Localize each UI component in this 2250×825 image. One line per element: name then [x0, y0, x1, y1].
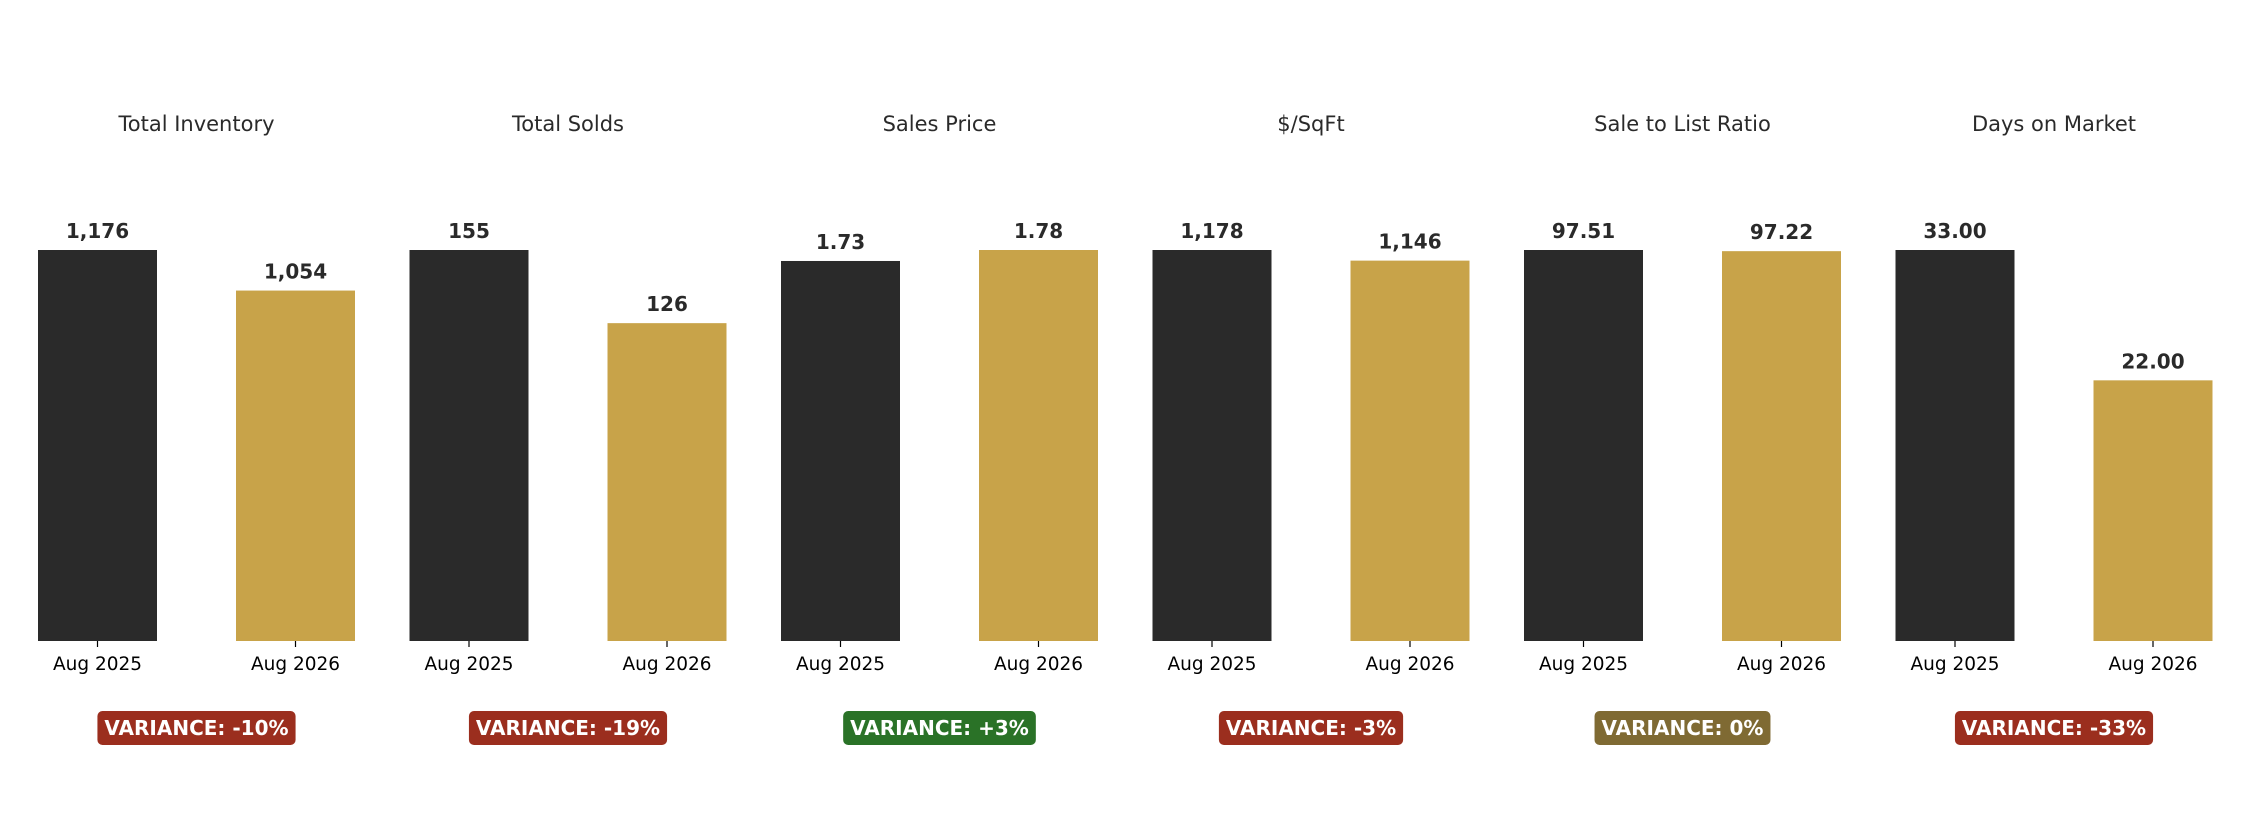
bar-2025 — [1152, 250, 1272, 641]
variance-label: VARIANCE: -10% — [104, 716, 288, 740]
panel-title: Days on Market — [1972, 112, 2136, 136]
bar-2026 — [979, 250, 1098, 641]
variance-label: VARIANCE: -19% — [476, 716, 660, 740]
bar-2026 — [2093, 380, 2213, 641]
x-tick-label: Aug 2025 — [1539, 654, 1628, 675]
bar-value-label: 33.00 — [1923, 219, 1986, 243]
x-tick-label: Aug 2025 — [53, 654, 142, 675]
bar-value-label: 97.22 — [1750, 220, 1813, 244]
bar-2025 — [409, 250, 529, 641]
variance-label: VARIANCE: -3% — [1226, 716, 1396, 740]
bar-value-label: 1,054 — [264, 260, 327, 284]
variance-label: VARIANCE: +3% — [850, 716, 1029, 740]
bar-value-label: 126 — [646, 292, 688, 316]
bar-2026 — [607, 323, 727, 641]
x-tick-label: Aug 2026 — [622, 654, 711, 675]
x-tick-label: Aug 2026 — [251, 654, 340, 675]
x-tick-label: Aug 2026 — [1737, 654, 1826, 675]
bar-2026 — [1350, 260, 1470, 641]
x-tick-label: Aug 2025 — [796, 654, 885, 675]
variance-badge — [97, 711, 296, 745]
bar-2026 — [1722, 251, 1841, 642]
bar-value-label: 1,146 — [1378, 230, 1441, 254]
bar-2025 — [38, 250, 157, 641]
x-tick-label: Aug 2025 — [424, 654, 513, 675]
bar-value-label: 1.73 — [816, 230, 865, 254]
panel-title: Total Inventory — [117, 112, 274, 136]
variance-badge — [843, 711, 1036, 745]
x-tick-label: Aug 2025 — [1910, 654, 1999, 675]
variance-label: VARIANCE: 0% — [1602, 716, 1764, 740]
bar-value-label: 1,178 — [1180, 219, 1243, 243]
variance-label: VARIANCE: -33% — [1962, 716, 2146, 740]
bar-2025 — [1524, 250, 1643, 641]
panel-title: Sale to List Ratio — [1594, 112, 1771, 136]
panel-title: Sales Price — [883, 112, 997, 136]
variance-badge — [1954, 711, 2154, 745]
variance-badge — [1594, 711, 1771, 745]
bar-2025 — [781, 260, 900, 641]
x-tick-label: Aug 2026 — [1365, 654, 1454, 675]
bar-value-label: 97.51 — [1552, 219, 1615, 243]
bar-value-label: 155 — [448, 219, 490, 243]
x-tick-label: Aug 2026 — [2108, 654, 2197, 675]
variance-badge — [468, 711, 668, 745]
bar-2025 — [1895, 250, 2015, 641]
panel-title: $/SqFt — [1277, 112, 1344, 136]
x-tick-label: Aug 2026 — [994, 654, 1083, 675]
variance-badge — [1218, 711, 1404, 745]
panel-title: Total Solds — [511, 112, 624, 136]
x-tick-label: Aug 2025 — [1167, 654, 1256, 675]
bar-value-label: 1.78 — [1014, 219, 1063, 243]
bar-2026 — [236, 290, 355, 641]
bar-value-label: 1,176 — [66, 219, 129, 243]
bar-value-label: 22.00 — [2121, 349, 2184, 373]
